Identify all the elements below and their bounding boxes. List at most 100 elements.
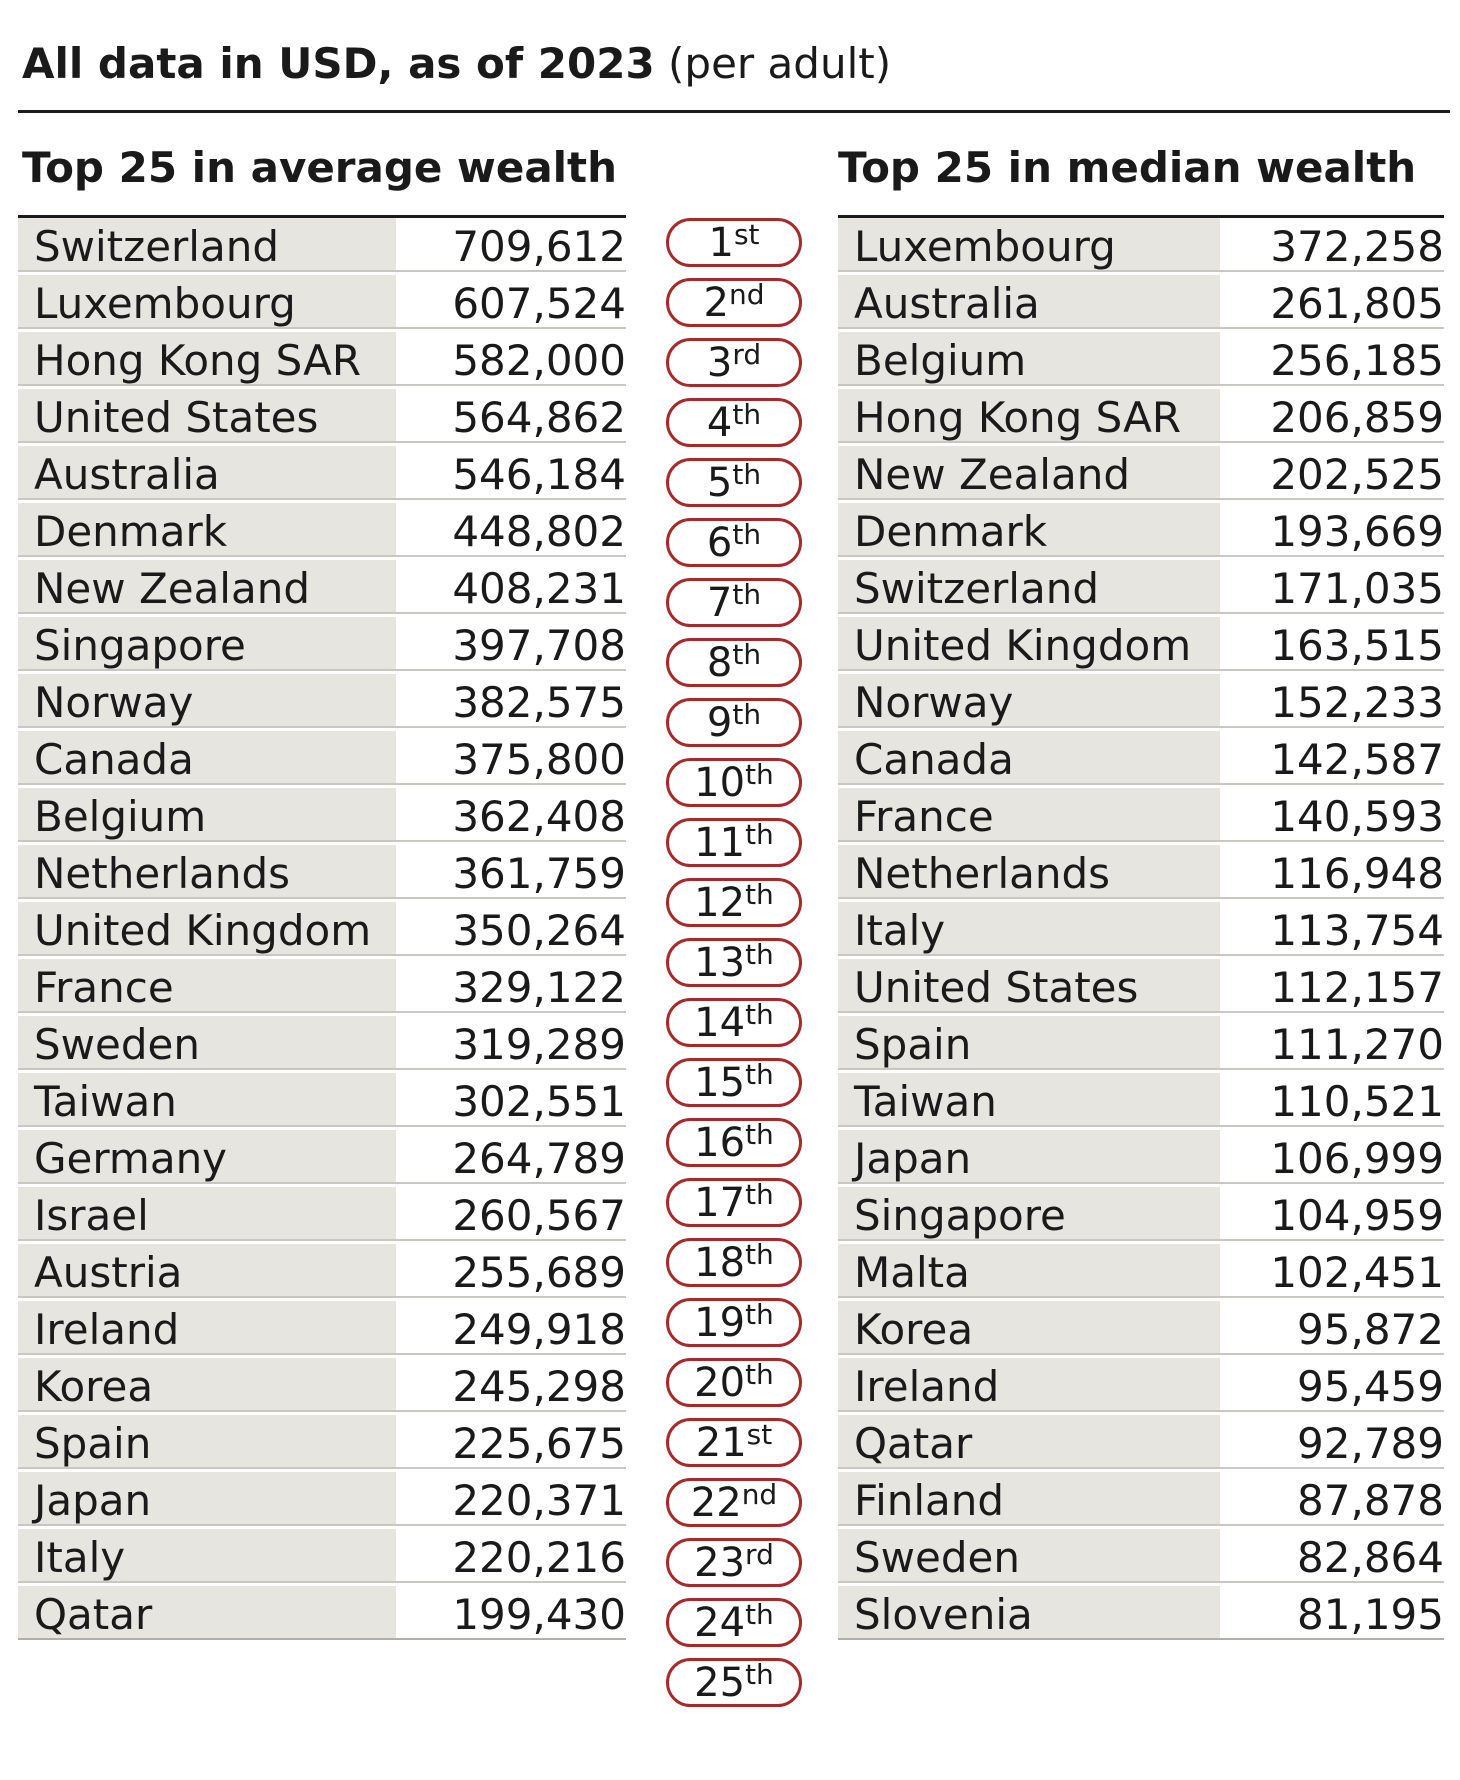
country-name: Canada (18, 731, 396, 785)
table-row: Sweden 82,864 (838, 1529, 1444, 1586)
wealth-value: 255,689 (396, 1244, 626, 1298)
wealth-value: 104,959 (1220, 1187, 1444, 1241)
country-name: Korea (838, 1301, 1220, 1355)
wealth-value: 245,298 (396, 1358, 626, 1412)
rank-suffix: th (745, 1658, 774, 1691)
table-row: Malta 102,451 (838, 1244, 1444, 1301)
rank-badge: 11th (666, 818, 802, 867)
median-wealth-heading: Top 25 in median wealth (838, 143, 1417, 192)
title-divider (18, 110, 1450, 113)
rank-suffix: th (745, 1358, 774, 1391)
rank-badge: 10th (666, 758, 802, 807)
wealth-value: 382,575 (396, 674, 626, 728)
wealth-value: 206,859 (1220, 389, 1444, 443)
rank-badge: 23rd (666, 1538, 802, 1587)
wealth-value: 193,669 (1220, 503, 1444, 557)
wealth-value: 92,789 (1220, 1415, 1444, 1469)
country-name: France (18, 959, 396, 1013)
rank-number: 4 (706, 400, 733, 446)
table-row: Qatar 199,430 (18, 1586, 626, 1643)
country-name: Austria (18, 1244, 396, 1298)
rank-badge: 7th (666, 578, 802, 627)
wealth-value: 375,800 (396, 731, 626, 785)
table-row: United Kingdom 163,515 (838, 617, 1444, 674)
rank-suffix: th (745, 1178, 774, 1211)
wealth-value: 249,918 (396, 1301, 626, 1355)
table-row: Australia 261,805 (838, 275, 1444, 332)
country-name: Malta (838, 1244, 1220, 1298)
table-row: Ireland 95,459 (838, 1358, 1444, 1415)
country-name: United States (18, 389, 396, 443)
wealth-value: 546,184 (396, 446, 626, 500)
table-row: Sweden 319,289 (18, 1016, 626, 1073)
table-row: France 140,593 (838, 788, 1444, 845)
wealth-value: 112,157 (1220, 959, 1444, 1013)
rank-badge: 17th (666, 1178, 802, 1227)
wealth-value: 102,451 (1220, 1244, 1444, 1298)
country-name: Qatar (18, 1586, 396, 1640)
rank-badge: 13th (666, 938, 802, 987)
table-row: Hong Kong SAR 582,000 (18, 332, 626, 389)
table-row: Italy 113,754 (838, 902, 1444, 959)
table-row: Singapore 397,708 (18, 617, 626, 674)
rank-badge: 21st (666, 1418, 802, 1467)
rank-suffix: th (745, 1058, 774, 1091)
rank-badge: 22nd (666, 1478, 802, 1527)
wealth-value: 329,122 (396, 959, 626, 1013)
rank-suffix: th (745, 998, 774, 1031)
table-row: Taiwan 302,551 (18, 1073, 626, 1130)
wealth-value: 362,408 (396, 788, 626, 842)
wealth-value: 171,035 (1220, 560, 1444, 614)
country-name: Belgium (18, 788, 396, 842)
table-row: Spain 111,270 (838, 1016, 1444, 1073)
table-row: Netherlands 361,759 (18, 845, 626, 902)
country-name: Luxembourg (838, 218, 1220, 272)
country-name: Germany (18, 1130, 396, 1184)
table-row: Luxembourg 607,524 (18, 275, 626, 332)
wealth-value: 111,270 (1220, 1016, 1444, 1070)
wealth-value: 709,612 (396, 218, 626, 272)
table-row: Switzerland 171,035 (838, 560, 1444, 617)
wealth-value: 564,862 (396, 389, 626, 443)
country-name: Singapore (838, 1187, 1220, 1241)
rank-number: 12 (694, 880, 746, 926)
wealth-value: 82,864 (1220, 1529, 1444, 1583)
rank-badge: 16th (666, 1118, 802, 1167)
rank-badge: 19th (666, 1298, 802, 1347)
page-title-main: All data in USD, as of 2023 (22, 39, 655, 88)
wealth-value: 110,521 (1220, 1073, 1444, 1127)
country-name: Japan (838, 1130, 1220, 1184)
table-row: Italy 220,216 (18, 1529, 626, 1586)
country-name: Finland (838, 1472, 1220, 1526)
table-row: Korea 95,872 (838, 1301, 1444, 1358)
country-name: Belgium (838, 332, 1220, 386)
page-title-note: (per adult) (668, 39, 892, 88)
table-row: New Zealand 202,525 (838, 446, 1444, 503)
table-row: Hong Kong SAR 206,859 (838, 389, 1444, 446)
country-name: Denmark (18, 503, 396, 557)
country-name: Korea (18, 1358, 396, 1412)
rank-suffix: th (732, 638, 762, 671)
wealth-value: 397,708 (396, 617, 626, 671)
country-name: Ireland (18, 1301, 396, 1355)
wealth-value: 163,515 (1220, 617, 1444, 671)
rank-number: 24 (694, 1600, 746, 1646)
country-name: Netherlands (18, 845, 396, 899)
table-row: Austria 255,689 (18, 1244, 626, 1301)
table-row: Japan 220,371 (18, 1472, 626, 1529)
wealth-value: 261,805 (1220, 275, 1444, 329)
rank-badge: 18th (666, 1238, 802, 1287)
wealth-value: 607,524 (396, 275, 626, 329)
wealth-value: 225,675 (396, 1415, 626, 1469)
table-row: Israel 260,567 (18, 1187, 626, 1244)
wealth-value: 372,258 (1220, 218, 1444, 272)
table-row: Canada 142,587 (838, 731, 1444, 788)
rank-badge: 25th (666, 1658, 802, 1707)
page-title: All data in USD, as of 2023 (per adult) (22, 38, 891, 90)
rank-suffix: th (732, 698, 762, 731)
table-row: France 329,122 (18, 959, 626, 1016)
country-name: Taiwan (18, 1073, 396, 1127)
rank-badge: 8th (666, 638, 802, 687)
wealth-value: 264,789 (396, 1130, 626, 1184)
rank-badge: 20th (666, 1358, 802, 1407)
